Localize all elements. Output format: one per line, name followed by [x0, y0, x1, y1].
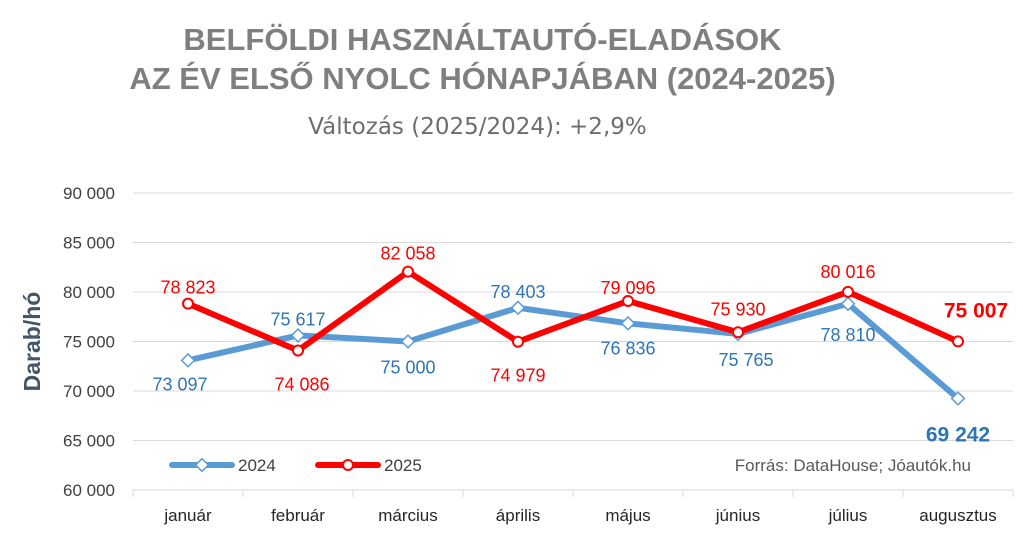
data-label-2024: 69 242 [926, 424, 990, 447]
y-tick-label: 60 000 [63, 481, 115, 500]
series-2025-point [622, 294, 634, 307]
legend-2024-marker [194, 457, 210, 473]
data-label-2025: 82 058 [380, 244, 435, 264]
x-tick-label: augusztus [919, 506, 997, 525]
x-tick-label: június [715, 506, 760, 525]
data-label-2024: 75 617 [270, 309, 325, 329]
series-2025-point [292, 344, 304, 357]
data-label-2024: 76 836 [600, 338, 655, 358]
data-label-2024: 75 765 [718, 350, 773, 370]
data-label-2025: 80 016 [820, 262, 875, 282]
x-tick-label: március [378, 506, 438, 525]
y-tick-label: 70 000 [63, 382, 115, 401]
x-tick-label: július [828, 506, 868, 525]
series-2025-line [185, 268, 961, 354]
chart-title-line2: AZ ÉV ELSŐ NYOLC HÓNAPJÁBAN (2024-2025) [129, 61, 836, 96]
series-2024-point [290, 327, 306, 343]
chart-title-line1: BELFÖLDI HASZNÁLTAUTÓ-ELADÁSOK [183, 22, 782, 57]
series-2025-point [732, 326, 744, 339]
x-tick-label: április [496, 506, 540, 525]
series-2025-point [512, 335, 524, 348]
series-2024-point [510, 300, 526, 316]
series-2025-point [182, 297, 194, 310]
legend-2024-label: 2024 [238, 456, 276, 475]
series-2025-point [402, 265, 414, 278]
legend-2025-marker [342, 459, 354, 471]
data-label-2024: 73 097 [152, 374, 207, 394]
data-label-2025: 79 096 [600, 278, 655, 298]
series-2024-point [620, 315, 636, 331]
y-tick-label: 65 000 [63, 432, 115, 451]
x-tick-label: január [163, 506, 212, 525]
data-label-2025: 75 007 [944, 299, 1008, 322]
legend-2025-label: 2025 [384, 456, 422, 475]
series-2025-point [952, 335, 964, 348]
y-tick-label: 80 000 [63, 283, 115, 302]
data-label-2025: 78 823 [160, 278, 215, 298]
data-label-2025: 74 979 [490, 366, 545, 386]
data-label-2024: 78 403 [490, 282, 545, 302]
data-label-2025: 74 086 [274, 375, 329, 395]
data-label-2024: 75 000 [380, 358, 435, 378]
series-2025-point [842, 285, 854, 298]
y-tick-label: 85 000 [63, 234, 115, 253]
y-tick-label: 75 000 [63, 333, 115, 352]
x-tick-label: február [271, 506, 325, 525]
chart-subtitle: Változás (2025/2024): +2,9% [308, 114, 647, 140]
x-tick-label: május [605, 506, 650, 525]
series-2024-point [400, 334, 416, 349]
series-2024-point [840, 296, 856, 312]
series-2024-point [180, 352, 196, 368]
data-label-2025: 75 930 [710, 299, 765, 319]
data-label-2024: 78 810 [820, 325, 875, 345]
y-axis-title: Darab/hó [19, 292, 45, 392]
y-tick-label: 90 000 [63, 184, 115, 203]
source-note: Forrás: DataHouse; Jóautók.hu [735, 456, 971, 475]
series-2024-point [950, 391, 966, 406]
